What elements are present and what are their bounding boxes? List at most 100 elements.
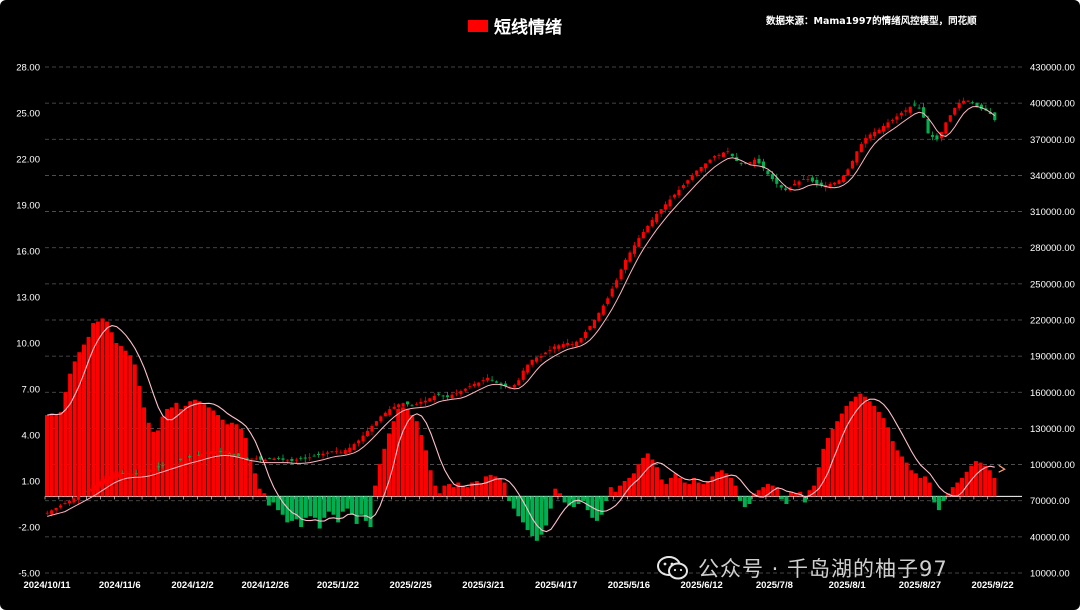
sentiment-bar <box>174 402 179 497</box>
candle-body <box>588 326 592 330</box>
x-tick-label: 2024/12/26 <box>241 580 289 591</box>
sentiment-bar <box>280 496 285 515</box>
right-axis-ticks: 430000.00 400000.00 370000.00 340000.00 3100… <box>1030 63 1075 580</box>
candle-body <box>672 194 677 198</box>
sentiment-bar <box>192 399 197 497</box>
candle-body <box>855 151 859 163</box>
sentiment-bar <box>197 401 202 497</box>
left-tick-label: -2.00 <box>18 523 40 534</box>
candle-body <box>441 395 445 397</box>
candle-body <box>294 459 298 461</box>
sentiment-bar <box>987 470 992 497</box>
candle-body <box>739 163 743 165</box>
sentiment-bar <box>816 467 821 497</box>
sentiment-bar <box>691 477 697 497</box>
candle-body <box>330 451 334 453</box>
right-tick-label: 160000.00 <box>1030 388 1075 399</box>
sentiment-bar <box>645 453 650 497</box>
sentiment-bar <box>405 408 410 497</box>
candle-body <box>806 179 810 180</box>
x-tick-label: 2024/10/11 <box>23 580 71 591</box>
sentiment-bar <box>696 482 701 497</box>
candle-body <box>793 183 797 186</box>
sentiment-bar <box>81 344 86 497</box>
candle-body <box>423 400 427 403</box>
candle-body <box>686 180 690 184</box>
candle-body <box>899 112 903 116</box>
x-tick-label: 2025/1/22 <box>317 580 359 591</box>
candle-body <box>526 364 530 373</box>
sentiment-bar <box>742 496 747 508</box>
candle-body <box>406 401 410 405</box>
candle-body <box>72 498 76 503</box>
sentiment-bar <box>95 321 100 497</box>
candle-body <box>446 395 450 398</box>
candle-body <box>357 440 361 444</box>
sentiment-bar <box>336 496 341 523</box>
sentiment-bar <box>946 493 951 497</box>
sentiment-bar <box>63 392 68 497</box>
candle-body <box>597 312 601 321</box>
candle-body <box>503 383 507 387</box>
sentiment-bar <box>437 493 442 497</box>
candle-body <box>721 152 725 157</box>
candle-body <box>632 245 636 254</box>
sentiment-bar <box>331 496 336 515</box>
sentiment-bar <box>474 481 479 497</box>
candle-body <box>948 115 952 122</box>
candle-body <box>174 460 178 462</box>
sentiment-bar <box>276 496 281 511</box>
candle-body <box>374 421 378 426</box>
candle-body <box>864 138 868 144</box>
sentiment-bar <box>858 393 863 497</box>
candle-body <box>575 341 579 347</box>
x-tick-label: 2025/4/17 <box>535 580 577 591</box>
candle-body <box>623 259 628 270</box>
sentiment-bar <box>927 482 932 497</box>
sentiment-bar <box>118 346 123 497</box>
sentiment-bar <box>747 496 752 504</box>
candle-body <box>761 161 766 169</box>
sentiment-bar <box>604 496 609 501</box>
candle-body <box>348 447 352 453</box>
candle-body <box>361 435 365 442</box>
sentiment-bar <box>507 496 512 501</box>
candle-body <box>352 444 356 450</box>
left-tick-label: 22.00 <box>16 155 40 166</box>
sentiment-bar <box>608 487 613 497</box>
sentiment-bar <box>631 473 636 497</box>
candle-body <box>383 412 387 417</box>
candle-body <box>308 457 312 459</box>
candle-body <box>908 106 912 113</box>
candle-body <box>103 479 107 484</box>
sentiment-bar <box>109 332 114 497</box>
candle-body <box>459 391 463 395</box>
candle-body <box>637 238 641 247</box>
right-tick-label: 430000.00 <box>1030 63 1075 74</box>
candle-body <box>681 185 685 189</box>
sentiment-bar <box>779 496 784 500</box>
sentiment-bar <box>932 496 937 503</box>
left-tick-label: 7.00 <box>22 385 41 396</box>
sentiment-bar <box>733 485 738 497</box>
sentiment-bar <box>456 482 461 497</box>
sentiment-bar <box>886 427 891 497</box>
candle-body <box>641 232 645 239</box>
sentiment-bar <box>105 321 110 497</box>
candle-body <box>668 199 672 207</box>
sentiment-bar <box>220 419 225 497</box>
left-tick-label: 16.00 <box>16 247 40 258</box>
candle-body <box>704 163 708 169</box>
sentiment-bar <box>636 464 641 497</box>
sentiment-bar <box>308 496 313 517</box>
sentiment-bar <box>793 493 798 497</box>
sentiment-bar <box>955 482 960 497</box>
candle-body <box>179 458 183 460</box>
sentiment-bar <box>45 415 50 497</box>
sentiment-bar <box>155 430 160 497</box>
candle-body <box>152 468 156 472</box>
sentiment-bar <box>599 496 604 515</box>
sentiment-bar <box>460 485 465 497</box>
candle-body <box>966 100 970 102</box>
left-tick-label: 19.00 <box>16 201 40 212</box>
